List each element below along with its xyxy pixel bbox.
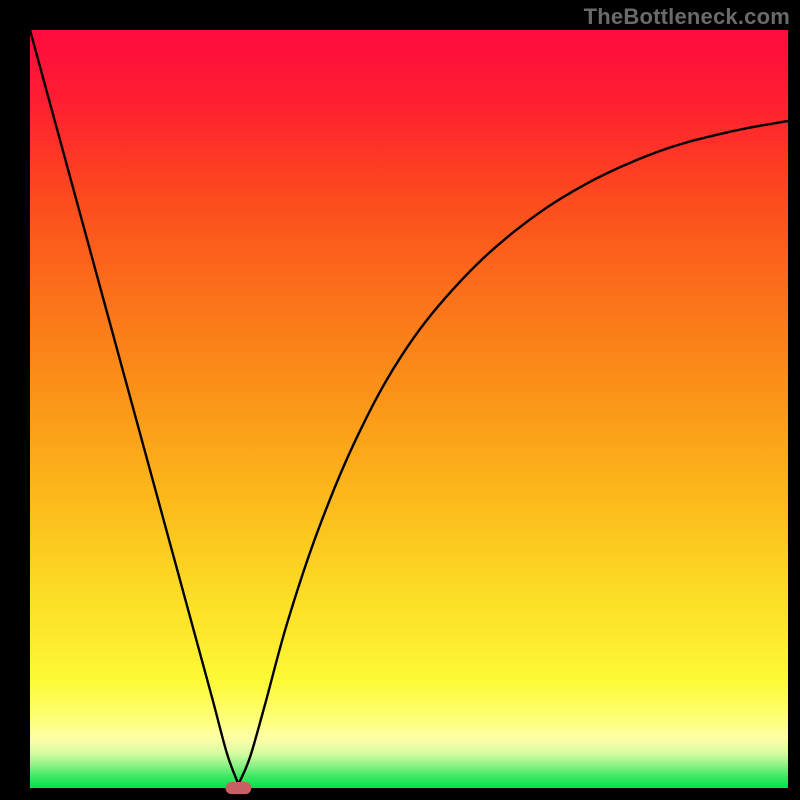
plot-background [30,30,788,788]
minimum-marker [226,782,252,794]
chart-container: { "watermark": { "text": "TheBottleneck.… [0,0,800,800]
bottleneck-chart [0,0,800,800]
watermark-text: TheBottleneck.com [584,4,790,30]
